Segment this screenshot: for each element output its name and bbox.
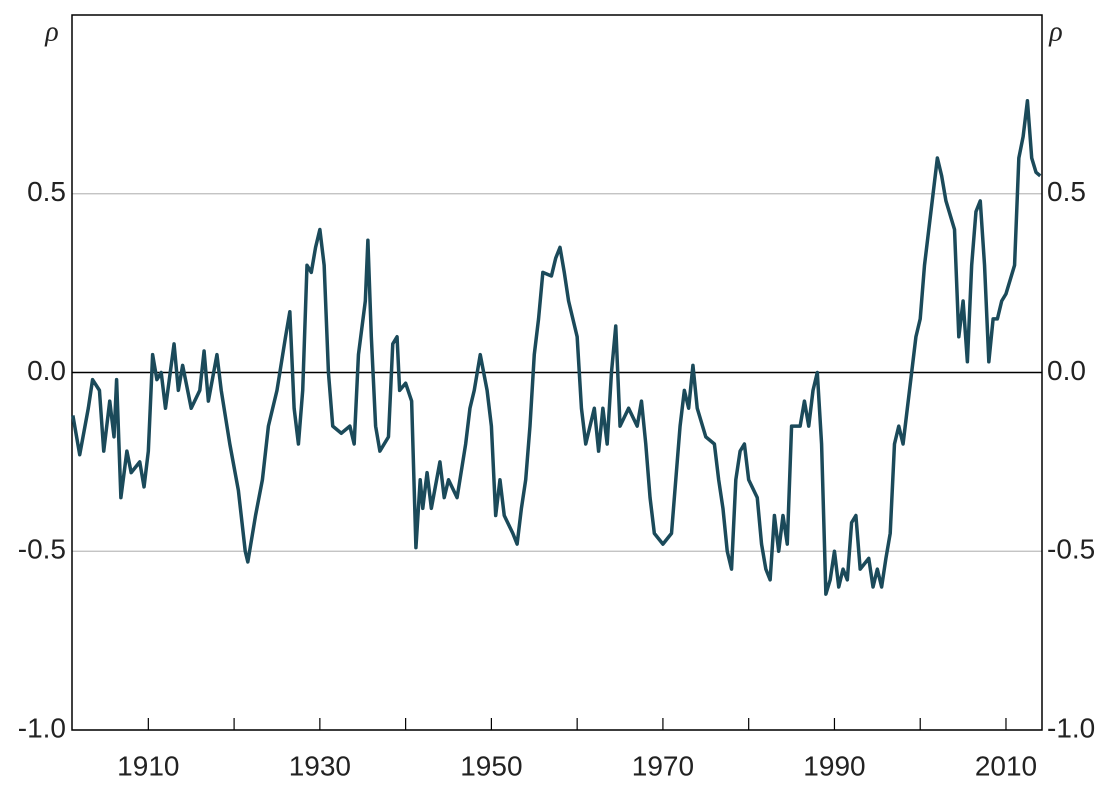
y-tick-label: 0.0 <box>27 355 66 386</box>
y2-tick-label: 0.0 <box>1047 355 1086 386</box>
x-tick-label: 1950 <box>460 750 522 781</box>
x-tick-label: 1910 <box>117 750 179 781</box>
y2-axis-label: ρ <box>1048 16 1062 47</box>
y-tick-label: -0.5 <box>18 534 66 565</box>
x-tick-label: 2010 <box>975 750 1037 781</box>
y-axis-label: ρ <box>44 16 58 47</box>
y-tick-label: 0.5 <box>27 176 66 207</box>
y2-tick-label: -0.5 <box>1047 534 1095 565</box>
y2-tick-label: 0.5 <box>1047 176 1086 207</box>
y2-tick-label: -1.0 <box>1047 712 1095 743</box>
data-line <box>71 99 1042 596</box>
y-tick-label: -1.0 <box>18 712 66 743</box>
plot-frame <box>71 14 1043 731</box>
x-tick-label: 1990 <box>803 750 865 781</box>
x-tick-label: 1970 <box>632 750 694 781</box>
x-tick-label: 1930 <box>289 750 351 781</box>
